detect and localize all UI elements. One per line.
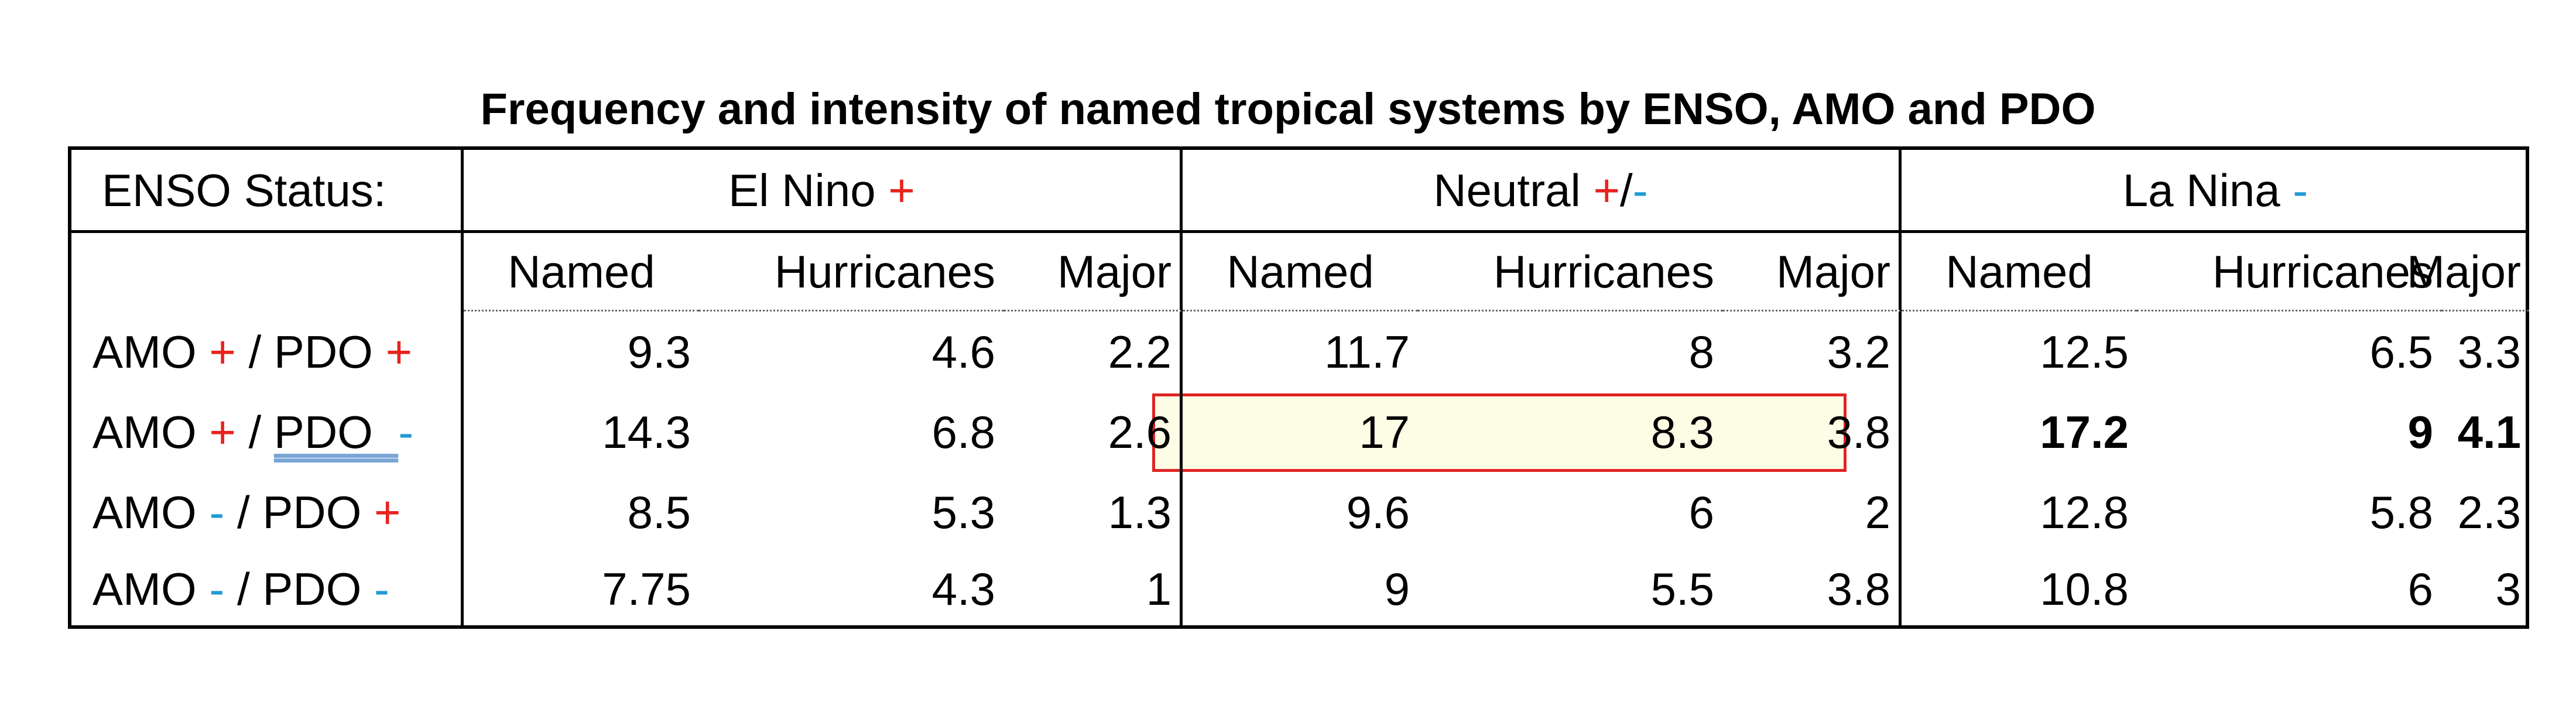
cell-neutral-hurricanes: 8 bbox=[1688, 326, 1714, 378]
amo-label: AMO bbox=[93, 486, 197, 538]
cell-neutral-named: 9.6 bbox=[1346, 486, 1410, 538]
pdo-label: PDO bbox=[262, 563, 362, 615]
plus-sign: + bbox=[888, 164, 915, 216]
subheader-hurricanes: Hurricanes bbox=[2137, 233, 2441, 311]
subheader-hurricanes: Hurricanes bbox=[1418, 233, 1722, 311]
amo-sign: - bbox=[209, 563, 225, 615]
minus-sign: - bbox=[1632, 164, 1648, 216]
cell-la-nina-named: 12.5 bbox=[2040, 326, 2129, 378]
amo-sign: + bbox=[209, 406, 236, 458]
cell-neutral-major: 3.8 bbox=[1722, 392, 1902, 472]
slash-separator: / bbox=[237, 563, 250, 615]
amo-sign: + bbox=[209, 326, 236, 378]
cell-el-nino-major: 1.3 bbox=[1003, 472, 1183, 552]
cell-el-nino-hurricanes: 4.6 bbox=[931, 326, 995, 378]
group-name: El Nino bbox=[728, 164, 876, 216]
minus-sign: - bbox=[2293, 164, 2308, 216]
cell-la-nina-named: 10.8 bbox=[2040, 563, 2129, 615]
cell-el-nino-named: 7.75 bbox=[602, 563, 691, 615]
cell-neutral-named: 9 bbox=[1384, 563, 1410, 615]
cell-la-nina-major: 3.3 bbox=[2457, 326, 2521, 378]
amo-sign: - bbox=[209, 486, 225, 538]
pdo-label: PDO bbox=[262, 486, 362, 538]
cell-la-nina-major: 2.3 bbox=[2457, 486, 2521, 538]
pdo-sign: - bbox=[374, 563, 390, 615]
slash-separator: / bbox=[1620, 164, 1633, 216]
amo-label: AMO bbox=[93, 406, 197, 458]
cell-el-nino-named: 8.5 bbox=[627, 486, 691, 538]
subheader-major: Major bbox=[1003, 233, 1183, 311]
enso-status-label: ENSO Status: bbox=[71, 150, 464, 233]
subheader-named: Named bbox=[464, 233, 699, 311]
cell-el-nino-major: 2.6 bbox=[1003, 392, 1183, 472]
pdo-sign: + bbox=[385, 326, 413, 378]
cell-neutral-major: 2 bbox=[1722, 472, 1902, 552]
enso-table: ENSO Status: El Nino + Neutral + / - La Ni… bbox=[68, 146, 2529, 629]
group-name: Neutral bbox=[1433, 164, 1581, 216]
subheader-named: Named bbox=[1183, 233, 1418, 311]
amo-label: AMO bbox=[93, 326, 197, 378]
cell-el-nino-hurricanes: 4.3 bbox=[931, 563, 995, 615]
cell-el-nino-major: 1 bbox=[1003, 552, 1183, 625]
subheader-named: Named bbox=[1902, 233, 2137, 311]
highlighted-cell-range bbox=[1152, 393, 1847, 472]
cell-la-nina-hurricanes: 6.5 bbox=[2369, 326, 2433, 378]
cell-neutral-hurricanes: 6 bbox=[1688, 486, 1714, 538]
cell-el-nino-named: 14.3 bbox=[602, 406, 691, 458]
group-header-neutral: Neutral + / - bbox=[1183, 150, 1902, 233]
cell-el-nino-named: 9.3 bbox=[627, 326, 691, 378]
cell-el-nino-hurricanes: 6.8 bbox=[931, 406, 995, 458]
subheader-blank bbox=[71, 233, 464, 311]
cell-neutral-hurricanes: 5.5 bbox=[1650, 563, 1714, 615]
cell-la-nina-hurricanes: 5.8 bbox=[2369, 486, 2433, 538]
pdo-sign: - bbox=[398, 406, 414, 458]
subheader-hurricanes: Hurricanes bbox=[699, 233, 1003, 311]
table-title: Frequency and intensity of named tropica… bbox=[480, 84, 2096, 134]
cell-neutral-named: 17 bbox=[1359, 406, 1410, 458]
row-label: AMO + / PDO - bbox=[71, 392, 464, 472]
cell-el-nino-hurricanes: 5.3 bbox=[931, 486, 995, 538]
cell-la-nina-major: 4.1 bbox=[2457, 406, 2521, 458]
group-name: La Nina bbox=[2122, 164, 2280, 216]
amo-label: AMO bbox=[93, 563, 197, 615]
cell-neutral-major: 3.2 bbox=[1722, 311, 1902, 392]
row-label: AMO + / PDO + bbox=[71, 311, 464, 392]
group-header-el-nino: El Nino + bbox=[464, 150, 1183, 233]
slash-separator: / bbox=[248, 326, 262, 378]
cell-neutral-named: 11.7 bbox=[1324, 326, 1410, 378]
pdo-label: PDO bbox=[273, 326, 373, 378]
row-label: AMO - / PDO + bbox=[71, 472, 464, 552]
subheader-major: Major bbox=[1722, 233, 1902, 311]
cell-la-nina-named: 17.2 bbox=[2040, 406, 2129, 458]
cell-la-nina-named: 12.8 bbox=[2040, 486, 2129, 538]
slash-separator: / bbox=[237, 486, 250, 538]
cell-la-nina-hurricanes: 9 bbox=[2407, 406, 2433, 458]
slash-separator: / bbox=[248, 406, 262, 458]
row-label: AMO - / PDO - bbox=[71, 552, 464, 625]
cell-neutral-hurricanes: 8.3 bbox=[1650, 406, 1714, 458]
cell-el-nino-major: 2.2 bbox=[1003, 311, 1183, 392]
cell-la-nina-major: 3 bbox=[2495, 563, 2521, 615]
group-header-la-nina: La Nina - bbox=[1902, 150, 2529, 233]
plus-sign: + bbox=[1593, 164, 1621, 216]
pdo-sign: + bbox=[374, 486, 401, 538]
cell-neutral-major: 3.8 bbox=[1722, 552, 1902, 625]
cell-la-nina-hurricanes: 6 bbox=[2407, 563, 2433, 615]
subheader-major: Major bbox=[2407, 233, 2529, 311]
pdo-label: PDO bbox=[273, 406, 373, 458]
